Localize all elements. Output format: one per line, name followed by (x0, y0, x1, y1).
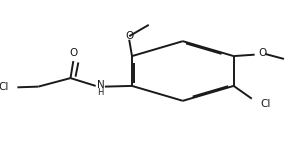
Text: O: O (69, 48, 78, 58)
Text: O: O (125, 31, 133, 40)
Text: Cl: Cl (0, 82, 9, 92)
Text: N: N (97, 81, 104, 90)
Text: Cl: Cl (260, 99, 271, 109)
Text: H: H (97, 87, 104, 97)
Text: O: O (258, 48, 266, 58)
